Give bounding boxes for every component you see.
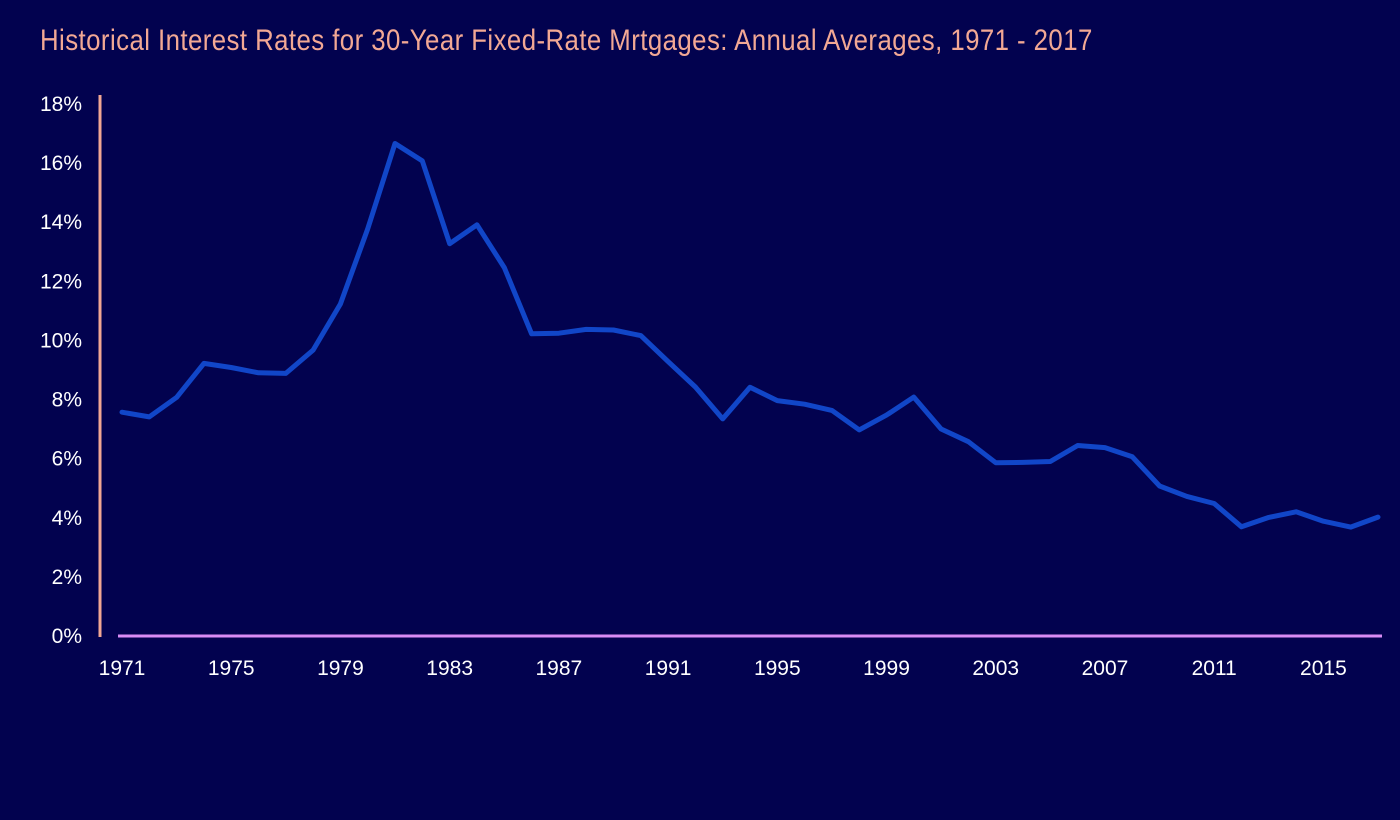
y-tick-label: 4%: [52, 507, 82, 530]
y-tick-label: 18%: [40, 93, 82, 116]
x-tick-label: 1971: [99, 657, 146, 680]
x-tick-label: 1987: [536, 657, 583, 680]
x-tick-label: 1983: [426, 657, 473, 680]
x-tick-label: 1979: [317, 657, 364, 680]
y-tick-label: 8%: [52, 389, 82, 412]
series-line: [119, 141, 1381, 530]
x-tick-label: 2003: [972, 657, 1019, 680]
y-tick-label: 12%: [40, 270, 82, 293]
y-tick-label: 2%: [52, 566, 82, 589]
x-tick-labels: 1971 1975 1979 1983 1987 1991 1995 1999 2003 2007…: [99, 657, 1347, 680]
chart-title: Historical Interest Rates for 30-Year Fi…: [40, 24, 1093, 57]
x-tick-label: 1975: [208, 657, 255, 680]
y-tick-label: 16%: [40, 152, 82, 175]
series-layer: [119, 141, 1381, 530]
y-tick-labels: 0% 2% 4% 6% 8% 10% 12% 14% 16% 18%: [40, 93, 82, 648]
y-tick-label: 0%: [52, 625, 82, 648]
x-tick-label: 1991: [645, 657, 692, 680]
x-tick-label: 2007: [1082, 657, 1129, 680]
x-tick-label: 2015: [1300, 657, 1347, 680]
x-tick-label: 2011: [1192, 657, 1237, 680]
x-tick-label: 1999: [863, 657, 910, 680]
x-tick-label: 1995: [754, 657, 801, 680]
y-tick-label: 10%: [40, 329, 82, 352]
y-tick-label: 14%: [40, 211, 82, 234]
y-tick-label: 6%: [52, 448, 82, 471]
